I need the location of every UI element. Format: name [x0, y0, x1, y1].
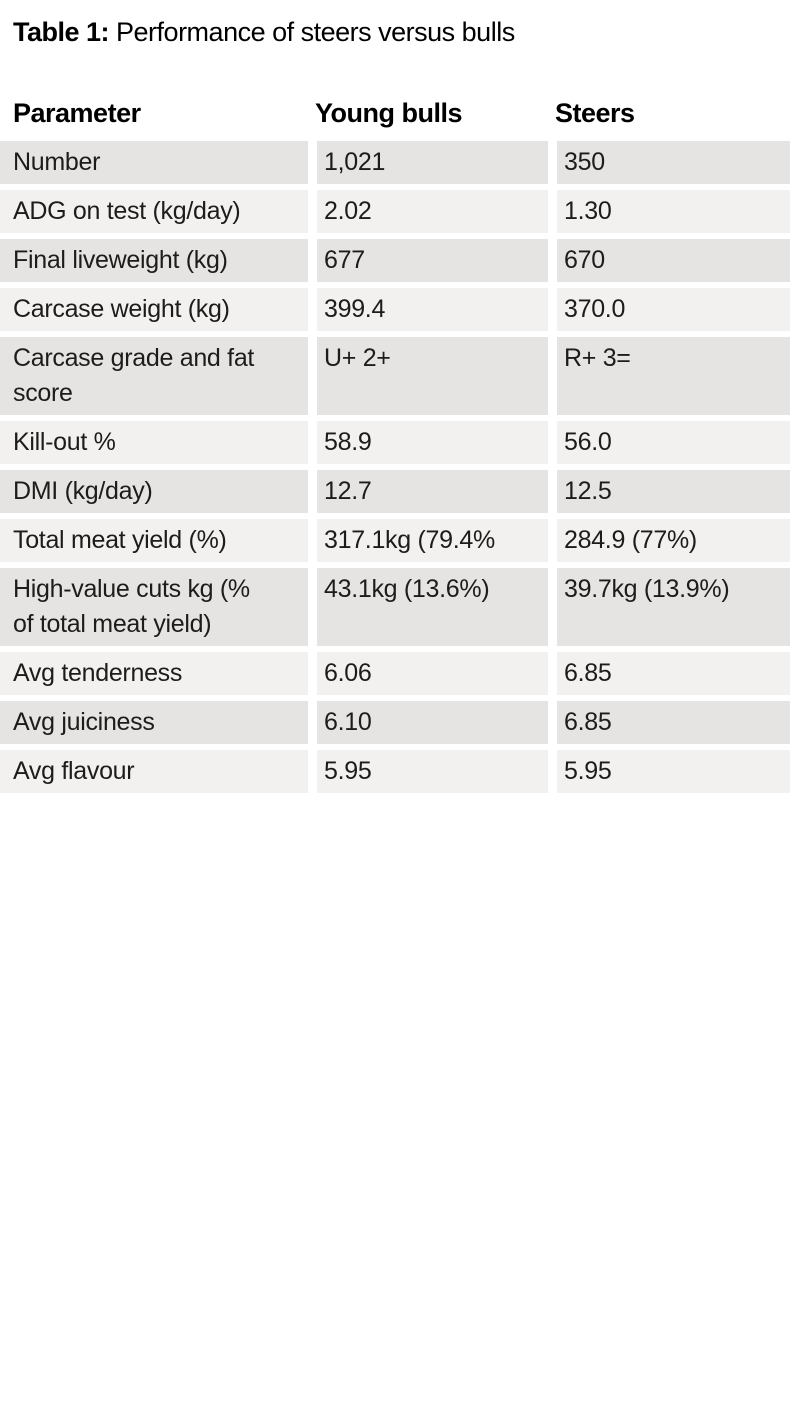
table-row: Total meat yield (%) 317.1kg (79.4% 284.… — [0, 519, 790, 568]
param-cell: Carcase weight (kg) — [0, 288, 308, 337]
steers-cell: 6.85 — [548, 652, 790, 701]
young-bulls-cell: 677 — [308, 239, 548, 288]
steers-cell: 6.85 — [548, 701, 790, 750]
young-bulls-cell: U+ 2+ — [308, 337, 548, 421]
param-cell: ADG on test (kg/day) — [0, 190, 308, 239]
param-cell: Avg juiciness — [0, 701, 308, 750]
steers-cell: 350 — [548, 141, 790, 190]
steers-cell: 56.0 — [548, 421, 790, 470]
table-row: Final liveweight (kg) 677 670 — [0, 239, 790, 288]
param-cell: Number — [0, 141, 308, 190]
steers-cell: 12.5 — [548, 470, 790, 519]
steers-cell: 370.0 — [548, 288, 790, 337]
column-header-young-bulls: Young bulls — [308, 50, 548, 141]
param-cell: Avg flavour — [0, 750, 308, 799]
table-row: Avg juiciness 6.10 6.85 — [0, 701, 790, 750]
young-bulls-cell: 12.7 — [308, 470, 548, 519]
young-bulls-cell: 399.4 — [308, 288, 548, 337]
table-row: Number 1,021 350 — [0, 141, 790, 190]
table-row: ADG on test (kg/day) 2.02 1.30 — [0, 190, 790, 239]
table-row: Kill-out % 58.9 56.0 — [0, 421, 790, 470]
table-title-label: Table 1: — [13, 17, 110, 47]
table-title: Table 1: Performance of steers versus bul… — [0, 0, 790, 50]
table-row: High-value cuts kg (% of total meat yiel… — [0, 568, 790, 652]
young-bulls-cell: 2.02 — [308, 190, 548, 239]
young-bulls-cell: 6.10 — [308, 701, 548, 750]
column-header-steers: Steers — [548, 50, 790, 141]
table-row: Avg flavour 5.95 5.95 — [0, 750, 790, 799]
performance-table: Parameter Young bulls Steers Number 1,02… — [0, 50, 790, 799]
table-row: DMI (kg/day) 12.7 12.5 — [0, 470, 790, 519]
param-cell: High-value cuts kg (% of total meat yiel… — [0, 568, 308, 652]
param-cell: Avg tenderness — [0, 652, 308, 701]
param-cell: Total meat yield (%) — [0, 519, 308, 568]
param-cell: DMI (kg/day) — [0, 470, 308, 519]
param-cell: Carcase grade and fat score — [0, 337, 308, 421]
steers-cell: 5.95 — [548, 750, 790, 799]
table-title-text: Performance of steers versus bulls — [116, 17, 515, 47]
table-row: Carcase weight (kg) 399.4 370.0 — [0, 288, 790, 337]
steers-cell: R+ 3= — [548, 337, 790, 421]
table-row: Avg tenderness 6.06 6.85 — [0, 652, 790, 701]
steers-cell: 1.30 — [548, 190, 790, 239]
column-header-parameter: Parameter — [0, 50, 308, 141]
young-bulls-cell: 43.1kg (13.6%) — [308, 568, 548, 652]
header-row: Parameter Young bulls Steers — [0, 50, 790, 141]
steers-cell: 39.7kg (13.9%) — [548, 568, 790, 652]
steers-cell: 284.9 (77%) — [548, 519, 790, 568]
young-bulls-cell: 58.9 — [308, 421, 548, 470]
young-bulls-cell: 6.06 — [308, 652, 548, 701]
param-cell: Kill-out % — [0, 421, 308, 470]
young-bulls-cell: 5.95 — [308, 750, 548, 799]
young-bulls-cell: 317.1kg (79.4% — [308, 519, 548, 568]
steers-cell: 670 — [548, 239, 790, 288]
table-row: Carcase grade and fat score U+ 2+ R+ 3= — [0, 337, 790, 421]
young-bulls-cell: 1,021 — [308, 141, 548, 190]
param-cell: Final liveweight (kg) — [0, 239, 308, 288]
